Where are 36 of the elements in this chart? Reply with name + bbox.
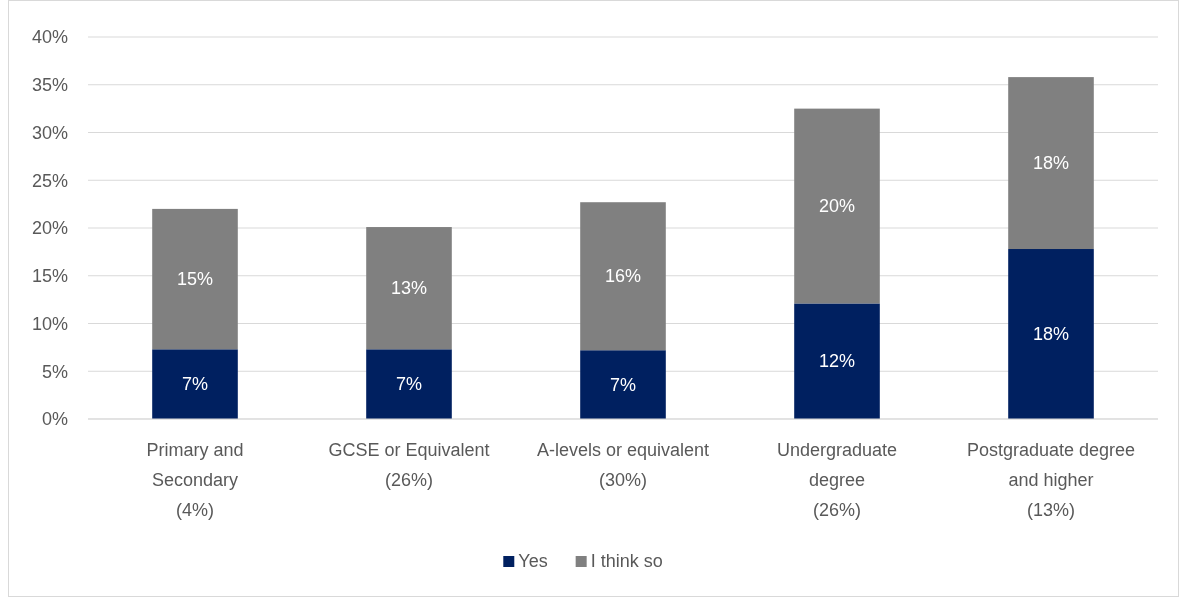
- bar: [580, 350, 666, 419]
- y-tick-label: 40%: [31, 27, 68, 48]
- bar: [794, 108, 880, 304]
- data-label: 7%: [395, 374, 423, 395]
- data-label: 18%: [1032, 153, 1070, 174]
- y-tick-label: 25%: [31, 170, 68, 191]
- bar: [1008, 249, 1094, 419]
- bar: [366, 349, 452, 419]
- y-tick-label: 15%: [31, 266, 68, 287]
- data-label: 7%: [609, 374, 637, 395]
- data-label: 18%: [1032, 324, 1070, 345]
- data-label: 16%: [604, 266, 642, 287]
- bar: [152, 208, 238, 350]
- y-tick-label: 20%: [31, 218, 68, 239]
- x-tick-label: Primary and Secondary (4%): [146, 440, 244, 520]
- y-tick-label: 10%: [31, 313, 68, 334]
- bar: [152, 349, 238, 419]
- bar: [580, 202, 666, 351]
- bar: [794, 303, 880, 419]
- legend-label: Yes: [518, 551, 548, 571]
- y-tick-label: 5%: [41, 361, 68, 382]
- data-label: 20%: [818, 196, 856, 217]
- data-label: 12%: [818, 351, 856, 372]
- data-label: 15%: [176, 269, 214, 290]
- bar: [1008, 77, 1094, 250]
- bar: [366, 227, 452, 350]
- legend-label: I think so: [590, 551, 663, 571]
- x-tick-label: A-levels or equivalent (30%): [536, 440, 710, 490]
- x-tick-label: Undergraduate degree (26%): [776, 440, 898, 520]
- y-tick-label: 35%: [31, 75, 68, 96]
- y-tick-label: 30%: [31, 122, 68, 143]
- y-tick-label: 0%: [41, 409, 68, 430]
- x-tick-label: Postgraduate degree and higher (13%): [966, 440, 1136, 520]
- data-label: 13%: [390, 278, 428, 299]
- x-tick-label: GCSE or Equivalent (26%): [328, 440, 490, 490]
- data-label: 7%: [181, 374, 209, 395]
